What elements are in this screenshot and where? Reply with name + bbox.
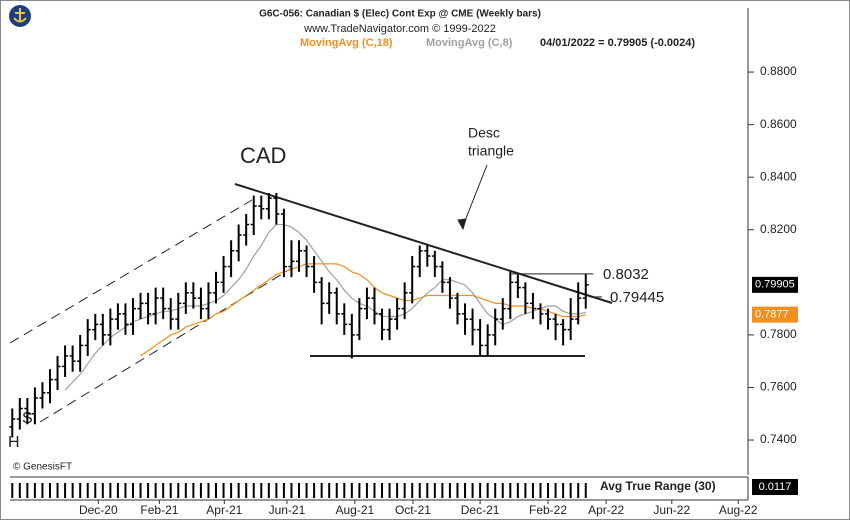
annotations <box>9 164 613 423</box>
x-tick-label: Jun-22 <box>653 503 690 517</box>
annotation-cad: CAD <box>240 143 286 168</box>
header-value: 04/01/2022 = 0.79905 (-0.0024) <box>540 37 695 49</box>
x-tick-label: Feb-21 <box>140 503 178 517</box>
price-tag <box>752 306 798 323</box>
indicator-name: Avg True Range (30) <box>600 479 716 493</box>
moving-average <box>64 223 586 391</box>
y-tick-label: 0.7400 <box>760 432 797 446</box>
level-label: 0.79445 <box>610 289 664 306</box>
arrow-head <box>457 218 467 231</box>
arrow <box>462 164 488 227</box>
indicator-value: 0.0117 <box>759 481 792 493</box>
annotation-h: H <box>8 434 20 451</box>
y-tick-label: 0.8800 <box>760 64 797 78</box>
price-tag-label: 0.7877 <box>755 309 789 321</box>
legend-entry: MovingAvg (C,18) <box>300 37 393 49</box>
x-tick-label: Dec-21 <box>461 503 500 517</box>
x-tick-label: Apr-21 <box>206 503 242 517</box>
x-tick-label: Aug-22 <box>719 503 758 517</box>
chart-title: G6C-056: Canadian $ (Elec) Cont Exp @ CM… <box>259 9 541 20</box>
x-tick-label: Apr-22 <box>588 503 624 517</box>
x-tick-label: Feb-22 <box>529 503 567 517</box>
level-label: 0.8032 <box>603 266 649 283</box>
legend-entry: MovingAvg (C,8) <box>426 37 513 49</box>
price-tag-label: 0.79905 <box>755 279 795 291</box>
x-tick-label: Oct-21 <box>395 503 431 517</box>
chart-subtitle: www.TradeNavigator.com © 1999-2022 <box>303 23 496 35</box>
y-tick-label: 0.8600 <box>760 117 797 131</box>
indicator-tag <box>752 479 798 495</box>
y-tick-label: 0.7800 <box>760 327 797 341</box>
logo <box>9 5 31 27</box>
x-tick-label: Dec-20 <box>79 503 118 517</box>
moving-average <box>140 263 586 357</box>
y-tick-label: 0.8400 <box>760 169 797 183</box>
x-tick-label: Jun-21 <box>269 503 306 517</box>
credit: © GenesisFT <box>13 462 72 473</box>
x-tick-label: Aug-21 <box>336 503 375 517</box>
y-tick-label: 0.8200 <box>760 222 797 236</box>
annotation-desc: Desc <box>468 125 500 141</box>
triangle-top <box>234 183 613 304</box>
channel-lower <box>39 267 293 423</box>
y-tick-label: 0.7600 <box>760 380 797 394</box>
price-tag <box>752 276 798 293</box>
annotation-desc: triangle <box>468 143 514 159</box>
